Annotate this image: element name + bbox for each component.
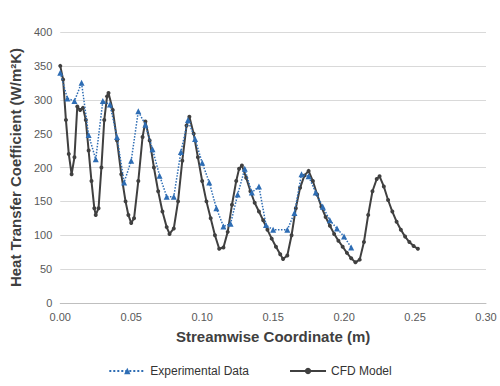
svg-text:250: 250 [34,128,52,140]
svg-text:400: 400 [34,26,52,38]
svg-text:0.25: 0.25 [404,311,425,323]
svg-text:350: 350 [34,60,52,72]
svg-text:200: 200 [34,162,52,174]
svg-text:50: 50 [40,263,52,275]
svg-text:Streamwise Coordinate (m): Streamwise Coordinate (m) [176,328,370,345]
svg-text:0.00: 0.00 [50,311,71,323]
svg-text:0.05: 0.05 [120,311,141,323]
svg-text:0.10: 0.10 [191,311,212,323]
svg-text:0.30: 0.30 [475,311,496,323]
svg-text:Heat Transfer Coefficient (W/m: Heat Transfer Coefficient (W/m²K) [7,48,24,287]
svg-text:300: 300 [34,94,52,106]
svg-text:150: 150 [34,195,52,207]
svg-text:0.20: 0.20 [333,311,354,323]
svg-text:Experimental Data: Experimental Data [150,364,249,378]
svg-text:100: 100 [34,229,52,241]
svg-text:0.15: 0.15 [262,311,283,323]
svg-text:0: 0 [46,297,52,309]
svg-text:CFD Model: CFD Model [331,364,392,378]
